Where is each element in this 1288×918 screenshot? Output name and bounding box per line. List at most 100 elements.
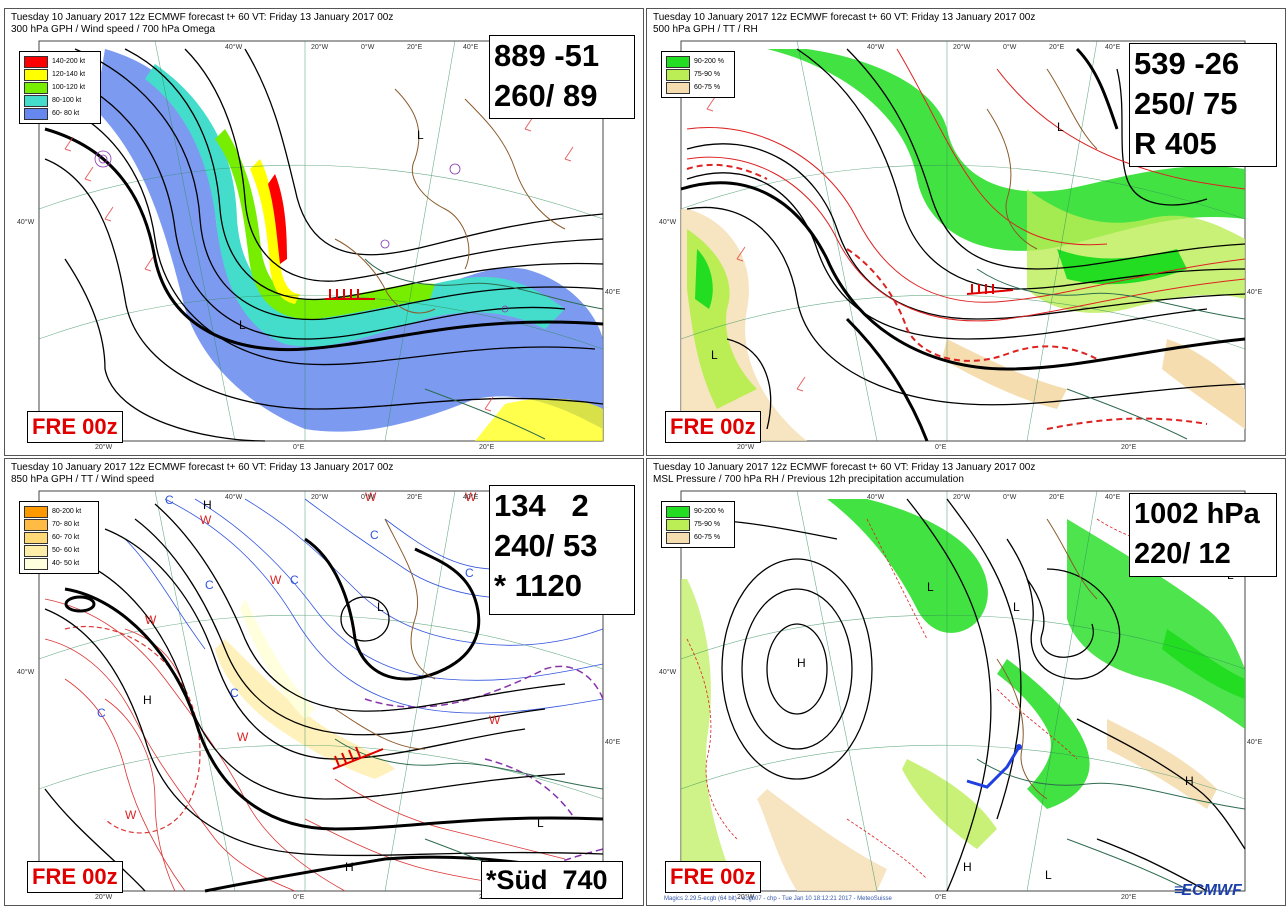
legend-label: 120-140 kt: [52, 71, 86, 78]
warm-label: W: [145, 613, 157, 627]
warm-label: W: [125, 808, 137, 822]
rh-legend: 90-200 % 75-90 % 60-75 %: [661, 51, 735, 98]
lon-label: 20°W: [95, 893, 113, 901]
legend-label: 80-100 kt: [52, 97, 82, 104]
station-badge: FRE 00z: [665, 861, 761, 893]
lon-label: 0°E: [935, 893, 947, 901]
logo-icon: ≡: [1174, 882, 1183, 899]
legend-swatch: [24, 107, 48, 120]
lon-label: 20°E: [1121, 443, 1137, 451]
lon-label: 40°W: [867, 43, 885, 51]
lon-label: 40°E: [463, 43, 479, 51]
lon-label: 20°E: [407, 43, 423, 51]
lon-label: 20°W: [311, 43, 329, 51]
panel-header-fields: 850 hPa GPH / TT / Wind speed: [11, 474, 155, 485]
lon-label: 40°E: [1105, 493, 1121, 501]
station-info-box: 1002 hPa 220/ 12: [1129, 493, 1277, 577]
render-footnote: Magics 2.29.5-ecgb (64 bit) - ecgb07 - c…: [664, 896, 892, 902]
legend-label: 80-200 kt: [52, 508, 82, 515]
lon-label: 0°E: [293, 443, 305, 451]
lon-label: 40°E: [1105, 43, 1121, 51]
lat-label: 40°W: [659, 668, 677, 676]
lat-label: 40°E: [605, 738, 621, 746]
panel-header-time: Tuesday 10 January 2017 12z ECMWF foreca…: [11, 12, 394, 23]
cold-label: C: [205, 578, 214, 592]
legend-label: 100-120 kt: [52, 84, 86, 91]
cold-label: C: [290, 573, 299, 587]
low-center-label: L: [417, 128, 424, 142]
legend-row: 80-200 kt: [24, 505, 94, 518]
lon-label: 0°W: [361, 43, 375, 51]
lon-label: 20°W: [953, 493, 971, 501]
legend-label: 60- 70 kt: [52, 534, 80, 541]
legend-swatch: [24, 531, 48, 544]
legend-swatch: [24, 68, 48, 81]
legend-label: 50- 60 kt: [52, 547, 80, 554]
legend-swatch: [24, 94, 48, 107]
legend-row: 140-200 kt: [24, 55, 96, 68]
lon-label: 0°W: [361, 493, 375, 501]
rh-legend: 90-200 % 75-90 % 60-75 %: [661, 501, 735, 548]
cold-label: C: [97, 706, 106, 720]
ecmwf-logo: ≡ECMWF: [1174, 882, 1242, 900]
lat-label: 40°E: [1247, 738, 1263, 746]
lon-label: 20°W: [737, 443, 755, 451]
panel-500hpa: Tuesday 10 January 2017 12z ECMWF foreca…: [646, 8, 1286, 456]
lat-label: 40°E: [605, 288, 621, 296]
legend-row: 75-90 %: [666, 68, 730, 81]
legend-row: 70- 80 kt: [24, 518, 94, 531]
wind-speed-legend: 80-200 kt 70- 80 kt 60- 70 kt 50- 60 kt …: [19, 501, 99, 574]
warm-label: W: [489, 713, 501, 727]
legend-swatch: [24, 55, 48, 68]
high-center-label: H: [203, 498, 212, 512]
warm-label: W: [237, 730, 249, 744]
panel-header-time: Tuesday 10 January 2017 12z ECMWF foreca…: [11, 462, 394, 473]
lat-label: 40°E: [1247, 288, 1263, 296]
panel-header-time: Tuesday 10 January 2017 12z ECMWF foreca…: [653, 462, 1036, 473]
panel-850hpa: Tuesday 10 January 2017 12z ECMWF foreca…: [4, 458, 644, 906]
legend-swatch: [24, 505, 48, 518]
cold-label: C: [370, 528, 379, 542]
legend-swatch: [24, 544, 48, 557]
high-center-label: H: [963, 860, 972, 874]
legend-label: 70- 80 kt: [52, 521, 80, 528]
legend-swatch: [24, 557, 48, 570]
lon-label: 20°E: [479, 443, 495, 451]
warm-label: W: [270, 573, 282, 587]
warm-label: W: [365, 490, 377, 504]
station-info-box: 889 -51 260/ 89: [489, 35, 635, 119]
lon-label: 20°E: [1121, 893, 1137, 901]
legend-row: 120-140 kt: [24, 68, 96, 81]
lon-label: 20°W: [953, 43, 971, 51]
low-center-label: L: [377, 600, 384, 614]
panel-header-time: Tuesday 10 January 2017 12z ECMWF foreca…: [653, 12, 1036, 23]
cold-label: C: [165, 493, 174, 507]
lon-label: 20°E: [407, 493, 423, 501]
legend-row: 60- 70 kt: [24, 531, 94, 544]
legend-row: 90-200 %: [666, 55, 730, 68]
legend-swatch: [24, 518, 48, 531]
legend-row: 90-200 %: [666, 505, 730, 518]
station-badge: FRE 00z: [665, 411, 761, 443]
low-center-label: L: [1013, 600, 1020, 614]
panel-msl: Tuesday 10 January 2017 12z ECMWF foreca…: [646, 458, 1286, 906]
high-center-label: H: [143, 693, 152, 707]
legend-row: 60- 80 kt: [24, 107, 96, 120]
panel-300hpa: Tuesday 10 January 2017 12z ECMWF foreca…: [4, 8, 644, 456]
low-center-label: L: [239, 318, 246, 332]
legend-label: 90-200 %: [694, 508, 724, 515]
panel-header-fields: 300 hPa GPH / Wind speed / 700 hPa Omega: [11, 24, 216, 35]
legend-label: 140-200 kt: [52, 58, 86, 65]
cold-label: C: [230, 686, 239, 700]
high-center-label: H: [345, 860, 354, 874]
legend-label: 60-75 %: [694, 84, 721, 91]
station-badge: FRE 00z: [27, 861, 123, 893]
station-info-box: 134 2 240/ 53 * 1120: [489, 485, 635, 615]
lon-label: 0°E: [293, 893, 305, 901]
legend-swatch: [666, 68, 690, 81]
lon-label: 20°W: [311, 493, 329, 501]
station-info-box: 539 -26 250/ 75 R 405: [1129, 43, 1277, 167]
lon-label: 20°E: [1049, 43, 1065, 51]
legend-label: 90-200 %: [694, 58, 724, 65]
legend-label: 75-90 %: [694, 521, 721, 528]
